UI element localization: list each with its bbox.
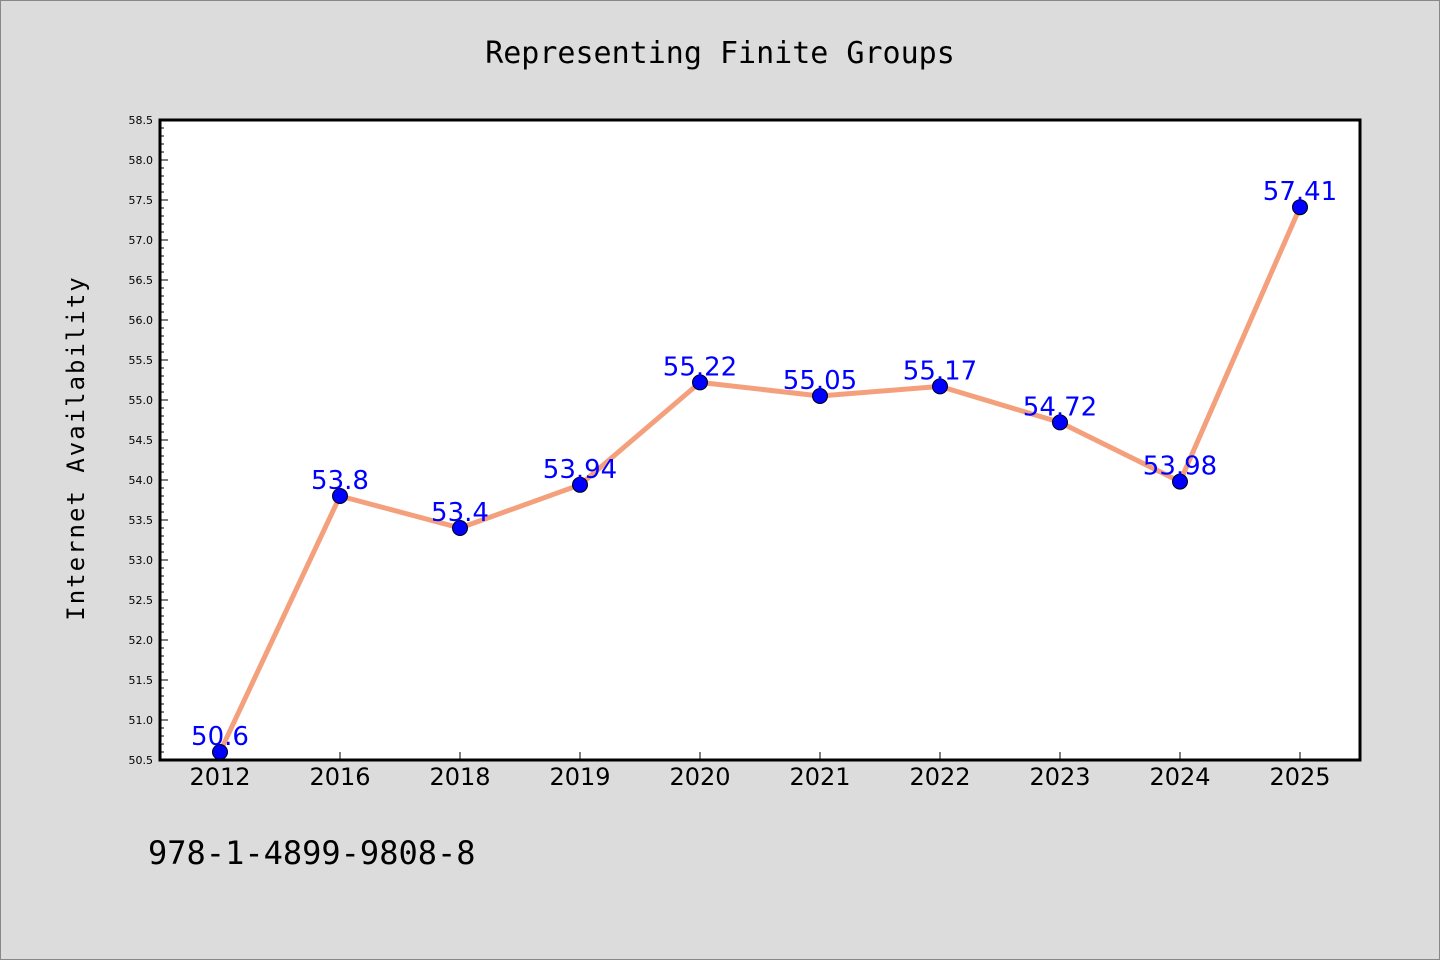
series-line-group: [212, 199, 1308, 760]
y-tick-label: 56.5: [129, 274, 154, 287]
chart-title: Representing Finite Groups: [485, 36, 955, 71]
data-label: 55.05: [783, 366, 857, 396]
x-tick-label: 2022: [909, 763, 970, 791]
x-tick-label: 2025: [1269, 763, 1330, 791]
x-tick-label: 2018: [429, 763, 490, 791]
x-tick-label: 2023: [1029, 763, 1090, 791]
y-tick-label: 53.0: [129, 554, 154, 567]
x-tick-label: 2024: [1149, 763, 1210, 791]
data-point: [1172, 473, 1188, 490]
data-label: 53.94: [543, 455, 617, 485]
y-tick-label: 54.0: [129, 474, 154, 487]
data-point: [812, 388, 828, 404]
x-tick-label: 2020: [669, 763, 730, 791]
y-axis-label: Internet Availability: [62, 275, 90, 620]
data-point: [1052, 414, 1068, 431]
y-tick-label: 51.5: [129, 674, 154, 687]
data-label: 54.72: [1023, 392, 1097, 422]
data-label: 50.6: [191, 722, 249, 752]
y-tick-label: 54.5: [129, 434, 154, 447]
y-tick-label: 58.0: [129, 154, 154, 167]
plot-frame: [158, 118, 1362, 762]
y-tick-label: 57.0: [129, 234, 154, 247]
y-tick-label: 53.5: [129, 514, 154, 527]
y-tick-label: 58.5: [129, 114, 154, 127]
y-tick-label: 52.5: [129, 594, 154, 607]
data-point: [1292, 199, 1308, 216]
x-axis: 2012 2016 2018 2019 2020 2021 2022 2023 2024 2025: [189, 752, 1331, 791]
isbn-text: 978-1-4899-9808-8: [148, 834, 476, 872]
data-label: 53.98: [1143, 452, 1217, 482]
y-tick-label: 51.0: [129, 714, 154, 727]
x-tick-label: 2019: [549, 763, 610, 791]
y-tick-label: 57.5: [129, 194, 154, 207]
x-tick-label: 2021: [789, 763, 850, 791]
y-axis: 50.5 51.0 51.5 52.0 52.5 53.0 53.5 54.0 54.5 55.0…: [129, 114, 168, 767]
y-tick-label: 55.5: [129, 354, 154, 367]
data-point: [572, 476, 588, 493]
data-point: [692, 374, 708, 391]
y-tick-label: 52.0: [129, 634, 154, 647]
data-point: [932, 378, 948, 395]
data-label: 55.17: [903, 356, 977, 386]
plot-area: [160, 120, 1360, 760]
y-tick-label: 55.0: [129, 394, 154, 407]
data-point: [452, 520, 468, 536]
data-label: 53.4: [431, 498, 489, 528]
data-label: 53.8: [311, 466, 369, 496]
y-tick-label: 50.5: [129, 754, 154, 767]
x-tick-label: 2012: [189, 763, 250, 791]
data-label: 57.41: [1263, 177, 1337, 207]
data-labels: 50.6 53.8 53.4 53.94 55.22 55.05 55.17 54.72 53.…: [191, 177, 1337, 752]
series-line: [217, 204, 1303, 755]
y-tick-label: 56.0: [129, 314, 154, 327]
data-point: [332, 488, 348, 504]
x-tick-label: 2016: [309, 763, 370, 791]
data-label: 55.22: [663, 352, 737, 382]
